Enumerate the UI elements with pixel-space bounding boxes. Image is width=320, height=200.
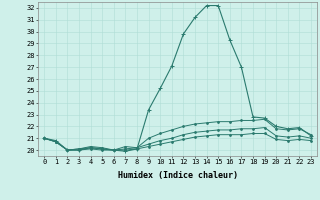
X-axis label: Humidex (Indice chaleur): Humidex (Indice chaleur) — [118, 171, 238, 180]
